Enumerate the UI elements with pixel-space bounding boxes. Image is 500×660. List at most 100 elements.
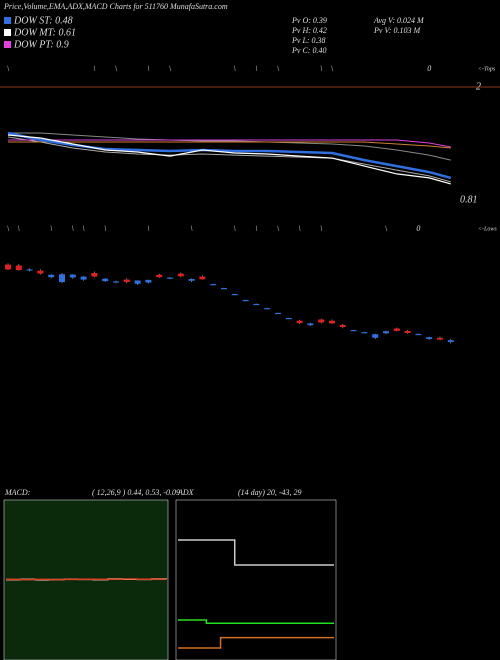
candle-body (113, 281, 119, 283)
tops-mark: \ (320, 64, 322, 73)
price-line (7, 134, 451, 185)
legend-swatch (4, 41, 11, 48)
price-line (8, 139, 451, 148)
candle-body (80, 276, 87, 280)
volume-stat: Avg V: 0.024 M (373, 16, 425, 25)
lows-mark: 0 (416, 224, 420, 233)
prev-stat: Pv O: 0.39 (291, 16, 327, 25)
candle-body (69, 274, 76, 278)
adx-label: ADX (177, 488, 195, 497)
candle-body (285, 318, 292, 320)
lows-mark: \ (320, 224, 322, 233)
lows-mark: \ (50, 224, 52, 233)
candle-body (26, 269, 33, 271)
tops-mark: \ (7, 64, 9, 73)
candle-body (210, 284, 217, 286)
candle-body (5, 264, 11, 270)
macd-params: ( 12,26,9 ) 0.44, 0.53, -0.09 (92, 488, 180, 497)
price-label: 2 (476, 81, 481, 92)
prev-stat: Pv L: 0.38 (291, 36, 326, 45)
candle-body (307, 323, 314, 326)
candle-body (91, 273, 98, 277)
candle-body (15, 265, 22, 270)
tops-mark: \ (255, 64, 257, 73)
lows-mark: \ (18, 224, 20, 233)
price-line (8, 141, 451, 149)
tops-mark: \ (234, 64, 236, 73)
adx-params: (14 day) 20, -43, 29 (238, 488, 302, 497)
candle-body (404, 330, 411, 333)
tops-mark: 0 (427, 64, 431, 73)
candle-body (361, 332, 368, 334)
lows-label: <-Lows (478, 226, 497, 232)
legend-label: DOW MT: 0.61 (13, 27, 76, 38)
legend-label: DOW ST: 0.48 (13, 15, 73, 26)
candle-body (102, 278, 109, 282)
tops-mark: \ (93, 64, 95, 73)
candle-body (318, 319, 325, 323)
candle-body (123, 279, 130, 282)
candle-body (264, 308, 271, 310)
legend-swatch (4, 29, 11, 36)
candle-body (59, 274, 65, 282)
lows-mark: \ (147, 224, 149, 233)
candle-body (177, 273, 184, 277)
volume-stat: Pv V: 0.103 M (373, 26, 421, 35)
adx-line (178, 636, 334, 649)
legend-label: DOW PT: 0.9 (13, 39, 69, 50)
lows-mark: \ (385, 224, 387, 233)
candle-body (447, 340, 454, 342)
tops-label: <-Tops (478, 66, 496, 72)
tops-mark: \ (147, 64, 149, 73)
candle-body (393, 328, 400, 331)
candle-body (415, 333, 422, 336)
macd-label: MACD: (4, 488, 31, 497)
macd-line (6, 578, 167, 581)
candle-body (37, 270, 44, 274)
candle-body (231, 294, 238, 296)
prev-stat: Pv C: 0.40 (291, 46, 326, 55)
adx-panel (175, 499, 337, 660)
lows-mark: \ (190, 224, 192, 233)
tops-mark: \ (169, 64, 171, 73)
candle-body (329, 320, 335, 324)
candle-body (383, 331, 389, 334)
lows-mark: \ (104, 224, 106, 233)
candle-body (134, 280, 141, 284)
chart-title: Price,Volume,EMA,ADX,MACD Charts for 511… (3, 2, 228, 11)
lows-mark: \ (72, 224, 74, 233)
adx-line (178, 619, 334, 624)
tops-mark: \ (331, 64, 333, 73)
candle-body (339, 324, 346, 327)
candle-body (199, 276, 206, 280)
lows-mark: \ (7, 224, 9, 233)
price-line (7, 136, 451, 183)
tops-mark: \ (277, 64, 279, 73)
lows-mark: \ (82, 224, 84, 233)
candle-body (188, 279, 195, 281)
candle-body (242, 300, 249, 302)
prev-stat: Pv H: 0.42 (291, 26, 327, 35)
lows-mark: \ (255, 224, 257, 233)
candle-body (275, 312, 281, 315)
candle-body (372, 334, 379, 338)
lows-mark: \ (234, 224, 236, 233)
candle-body (350, 330, 357, 332)
lows-mark: \ (277, 224, 279, 233)
lows-mark: \ (298, 224, 300, 233)
candle-body (156, 274, 163, 278)
candle-body (221, 288, 227, 290)
legend-swatch (4, 17, 11, 24)
price-label: 0.81 (460, 194, 478, 205)
tops-mark: \ (115, 64, 117, 73)
candle-body (48, 274, 55, 278)
adx-line (178, 539, 334, 566)
candle-body (167, 277, 173, 279)
candle-body (437, 337, 443, 340)
candle-body (426, 337, 433, 339)
price-line (8, 132, 451, 161)
candle-body (253, 303, 260, 306)
candle-body (296, 320, 303, 324)
